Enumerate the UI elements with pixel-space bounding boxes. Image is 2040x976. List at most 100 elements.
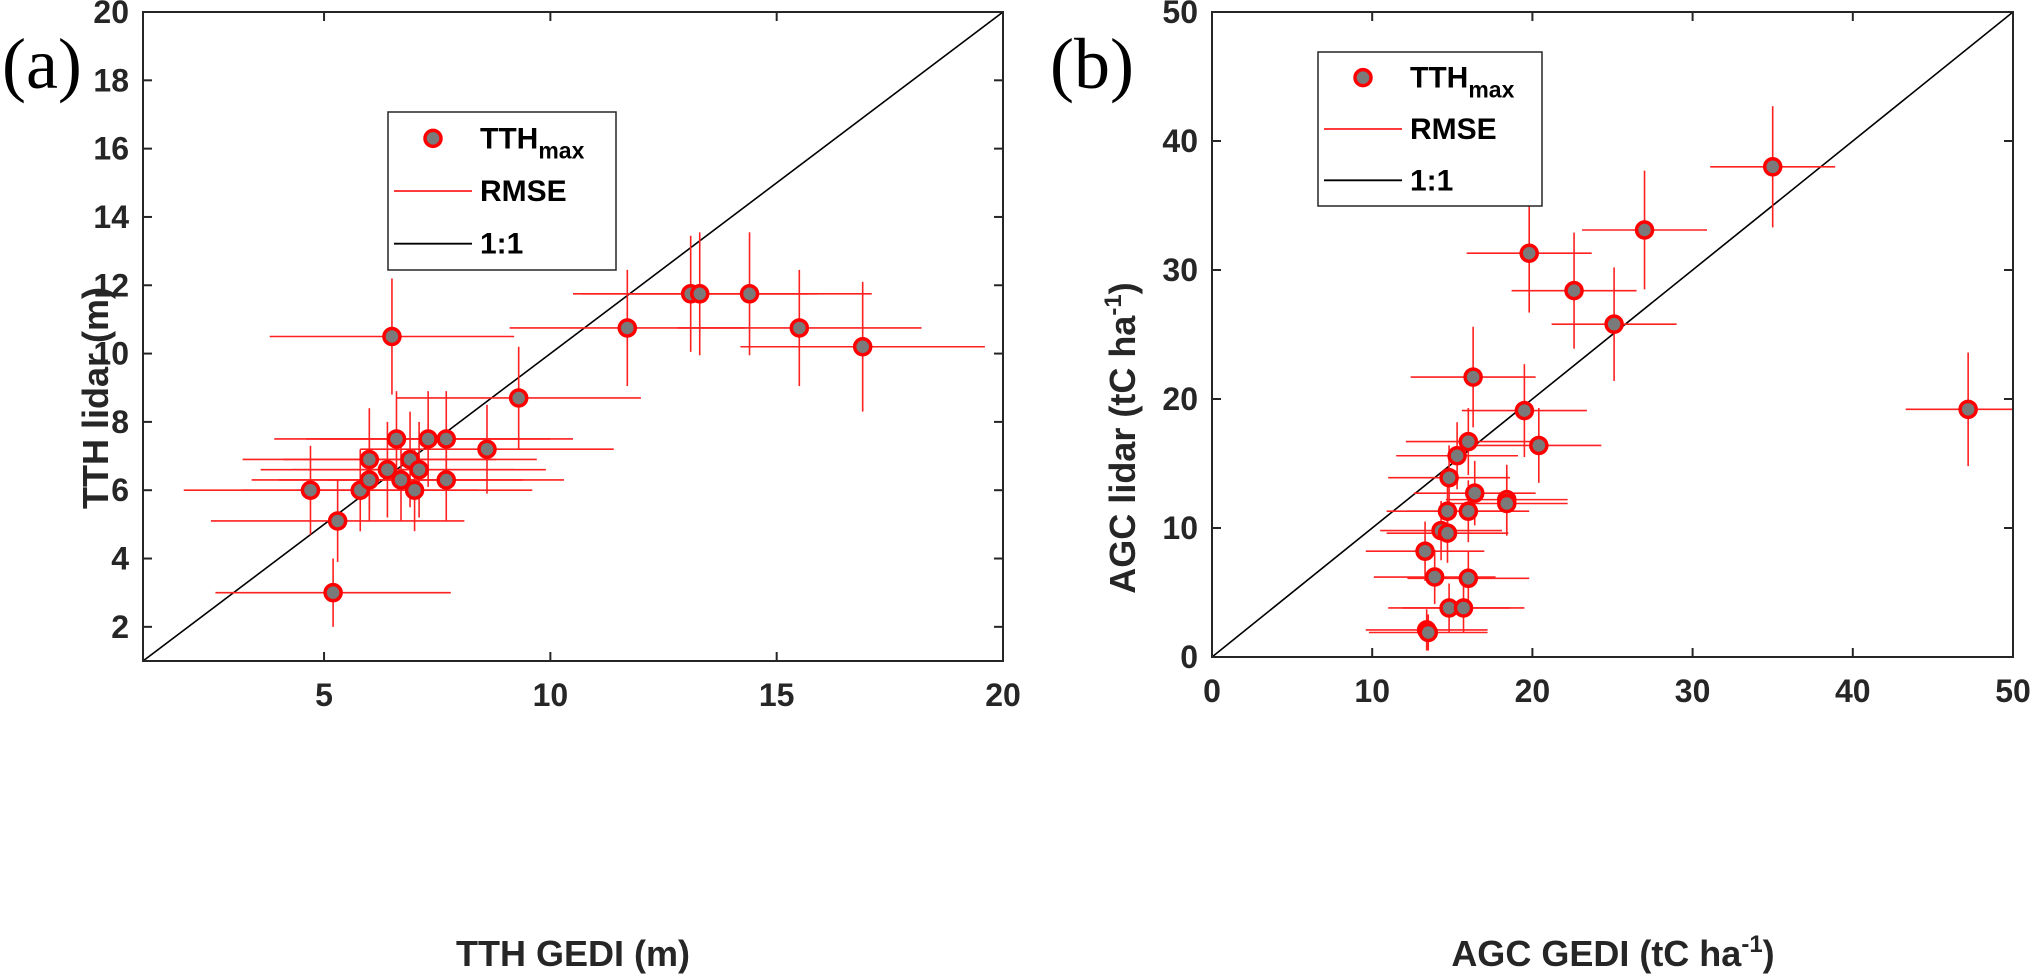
panel-a-plot: 5 10 15 20 2 4 6 8 10 12 14 16 18 20 TTHmax RMSE 1:1 (93, 0, 1020, 713)
panel-b-point-6 (1437, 501, 1458, 521)
panel-a-point-13 (418, 429, 438, 449)
panel-b-xtick-label-1: 10 (1354, 673, 1390, 709)
panel-a-point-7 (382, 326, 402, 347)
panel-a-point-15 (436, 470, 457, 490)
panel-a-legend-label-sub-0: max (538, 137, 584, 163)
panel-a-point-22 (789, 318, 810, 338)
panel-a-point-11 (404, 480, 425, 500)
panel-a-xtick-label-0: 5 (315, 677, 333, 713)
panel-b-point-13 (1458, 431, 1479, 452)
panel-a-legend-label-main-1: RMSE (480, 175, 567, 208)
panel-b-point-10 (1453, 598, 1474, 618)
panel-b-point-12 (1458, 501, 1479, 521)
panel-b-point-1 (1418, 622, 1439, 643)
panel-a-legend-label-0: TTHmax (480, 122, 585, 163)
panel-a-point-17 (508, 388, 529, 408)
panel-a-ytick-label-7: 16 (93, 131, 129, 167)
panel-b-ytick-label-0: 0 (1180, 639, 1198, 675)
panel-b-legend-label-0: TTHmax (1410, 62, 1515, 103)
panel-a-legend: TTHmax RMSE 1:1 (387, 111, 617, 271)
panel-b-ytick-label-2: 20 (1162, 381, 1198, 417)
panel-b-xlabel: AGC GEDI (tC ha-1) (1451, 931, 1774, 974)
panel-b-ytick-label-5: 50 (1162, 0, 1198, 30)
panel-b-ylabel-end: ) (1102, 282, 1143, 294)
panel-b-ylabel: AGC lidar (tC ha-1) (1100, 282, 1143, 593)
panel-b-xlabel-sup: -1 (1741, 931, 1762, 958)
panel-a-ytick-label-8: 18 (93, 62, 129, 98)
panel-b-xtick-label-5: 50 (1995, 673, 2031, 709)
panel-a-point-20 (689, 284, 710, 304)
panel-b-point-3 (1424, 567, 1445, 587)
panel-a-point-16 (477, 439, 497, 459)
panel-b-ytick-label-1: 10 (1162, 510, 1198, 546)
panel-b-point-22 (1604, 314, 1624, 334)
panel-a-point-18 (617, 318, 638, 338)
panel-a-point-9 (391, 470, 411, 490)
panel-b-point-21 (1564, 280, 1584, 301)
panel-a-point-14 (436, 429, 457, 449)
panel-b-legend-label-sub-0: max (1468, 77, 1514, 103)
panel-b-point-11 (1458, 568, 1479, 589)
panel-a-ytick-label-9: 20 (93, 0, 129, 30)
panel-a-xtick-label-2: 15 (759, 677, 795, 713)
panel-b-legend-label-1: RMSE (1410, 113, 1497, 146)
panel-b-xtick-label-2: 20 (1515, 673, 1551, 709)
panel-a-point-12 (409, 459, 429, 480)
panel-b-axes-box (1211, 11, 2014, 658)
panel-a-point-5 (359, 449, 380, 470)
panel-a-point-6 (377, 459, 398, 480)
panel-b-xlabel-end: ) (1763, 933, 1775, 974)
panel-a-legend-label-1: RMSE (480, 175, 567, 208)
panel-b-point-14 (1463, 367, 1483, 387)
panel-b-point-23 (1634, 220, 1655, 240)
panel-b-point-8 (1439, 467, 1459, 488)
panel-a-point-0 (300, 480, 321, 500)
panel-b-point-18 (1514, 400, 1535, 421)
panel-b-legend: TTHmax RMSE 1:1 (1317, 51, 1543, 207)
panel-b-point-19 (1529, 435, 1549, 456)
panel-b-plot: 0 10 20 30 40 50 0 10 20 30 40 50 TTHmax RMSE 1:1 (1162, 0, 2030, 709)
panel-b-xtick-label-4: 40 (1835, 673, 1871, 709)
panel-b-legend-label-main-2: 1:1 (1410, 164, 1453, 197)
panel-a-point-1 (323, 582, 343, 603)
panel-b-data-layer (1212, 12, 2013, 657)
panel-b-legend-label-main-1: RMSE (1410, 113, 1497, 146)
panel-a-point-23 (852, 336, 873, 357)
panel-b-point-5 (1437, 523, 1458, 543)
panel-a-letter: (a) (2, 24, 82, 104)
panel-a-ytick-label-2: 6 (111, 472, 129, 508)
panel-b-xtick-label-3: 30 (1675, 673, 1711, 709)
panel-a-data-layer (143, 12, 1003, 661)
panel-a-ytick-label-4: 10 (93, 336, 129, 372)
panel-b-point-15 (1464, 483, 1485, 503)
panel-b-legend-marker (1353, 67, 1373, 88)
panel-b-ylabel-sup: -1 (1100, 294, 1127, 315)
panel-b-point-17 (1497, 493, 1517, 514)
panel-b-ylabel-main: AGC lidar (tC ha (1102, 315, 1143, 594)
panel-b-legend-label-2: 1:1 (1410, 164, 1453, 197)
panel-a-xtick-label-1: 10 (533, 677, 569, 713)
panel-a-point-8 (386, 429, 407, 449)
panel-b-point-9 (1447, 446, 1467, 466)
panel-b-letter: (b) (1050, 24, 1134, 104)
panel-b-xlabel-main: AGC GEDI (tC ha (1451, 933, 1742, 974)
panel-b-one-to-one-line (1212, 12, 2013, 657)
panel-b-xtick-label-0: 0 (1203, 673, 1221, 709)
panel-a-point-2 (327, 511, 348, 531)
panel-a-ylabel: TTH lidar (m) (75, 287, 116, 509)
panel-a-point-4 (359, 470, 380, 490)
panel-b-point-20 (1519, 243, 1539, 263)
panel-a-axes-box (142, 11, 1004, 662)
panel-a-legend-marker (423, 128, 443, 149)
panel-b-ytick-label-3: 30 (1162, 252, 1198, 288)
panel-a-xtick-label-3: 20 (985, 677, 1021, 713)
panel-b-point-25 (1958, 399, 1978, 420)
panel-b-ytick-label-4: 40 (1162, 123, 1198, 159)
panel-a-legend-label-main-0: TTH (480, 122, 538, 155)
panel-a-ytick-label-3: 8 (111, 404, 129, 440)
panel-a-ytick-label-5: 12 (93, 267, 129, 303)
panel-a-ytick-label-0: 2 (111, 609, 129, 645)
panel-a-ytick-label-6: 14 (93, 199, 129, 235)
panel-b-legend-label-main-0: TTH (1410, 62, 1468, 95)
